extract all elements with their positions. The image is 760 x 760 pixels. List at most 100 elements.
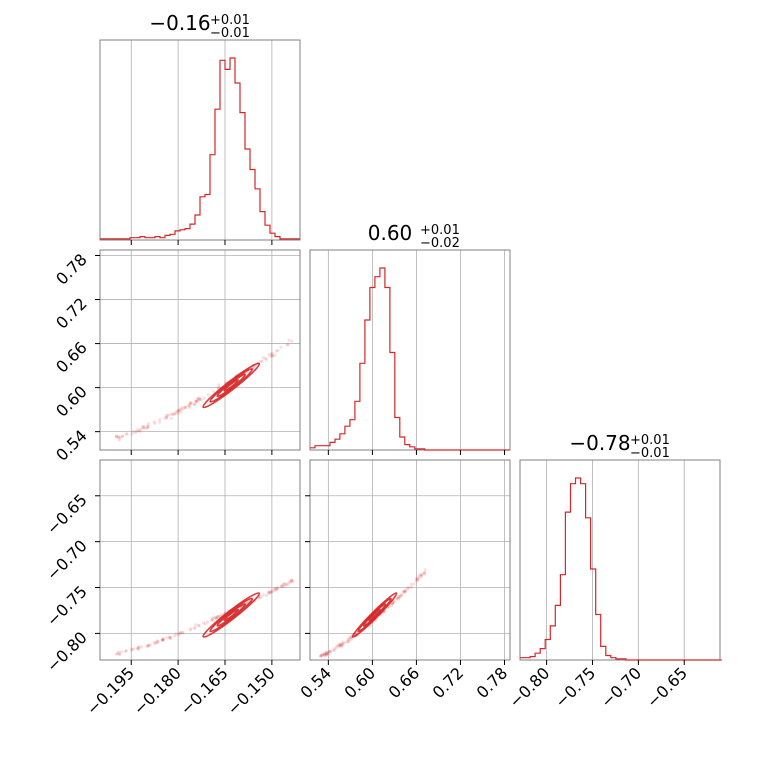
sample-point bbox=[416, 578, 420, 583]
sample-point bbox=[280, 585, 284, 589]
sample-point bbox=[211, 618, 215, 622]
sample-point bbox=[118, 652, 122, 656]
sample-point bbox=[335, 645, 339, 650]
sample-point bbox=[391, 602, 395, 606]
sample-point bbox=[338, 644, 342, 648]
histogram-param-2: 0.60 +0.01−0.02 bbox=[309, 221, 511, 455]
sample-point bbox=[198, 397, 202, 401]
sample-point bbox=[174, 632, 178, 636]
sample-point bbox=[198, 398, 202, 402]
param-title-value: 0.60 bbox=[368, 221, 413, 245]
sample-point bbox=[115, 434, 119, 438]
sample-point bbox=[197, 623, 201, 628]
y-tick-label: −0.65 bbox=[43, 490, 91, 538]
sample-point bbox=[136, 647, 140, 651]
sample-point bbox=[168, 636, 172, 640]
sample-point bbox=[407, 585, 411, 590]
sample-point bbox=[161, 637, 165, 641]
y-tick-label: 0.60 bbox=[52, 382, 91, 421]
sample-point bbox=[173, 412, 177, 416]
scatter-param-1-vs-param-2: 0.54 0.60 0.66 0.72 0.78 bbox=[52, 249, 301, 465]
sample-point bbox=[179, 410, 183, 414]
sample-point bbox=[145, 426, 149, 430]
x-tick-label: −0.70 bbox=[597, 663, 645, 711]
scatter-param-2-vs-param-3: 0.54 0.60 0.66 0.72 0.78 bbox=[297, 459, 512, 702]
sample-point bbox=[403, 589, 408, 593]
sample-point bbox=[214, 616, 218, 620]
sample-point bbox=[397, 595, 401, 599]
sample-point bbox=[339, 643, 343, 647]
sample-point bbox=[156, 641, 160, 645]
sample-point bbox=[130, 648, 134, 652]
sample-point bbox=[217, 385, 221, 390]
panel-frame bbox=[519, 459, 721, 661]
sample-point bbox=[177, 633, 181, 637]
sample-point bbox=[324, 653, 328, 658]
panel-frame bbox=[309, 459, 511, 661]
x-tick-label: 0.78 bbox=[473, 663, 512, 702]
sample-point bbox=[392, 600, 396, 604]
sample-point bbox=[275, 587, 279, 591]
param-title-lower-error: −0.02 bbox=[420, 236, 460, 251]
sample-point bbox=[265, 593, 269, 598]
panel-frame bbox=[309, 249, 511, 451]
sample-point bbox=[274, 586, 278, 590]
sample-point bbox=[120, 434, 124, 438]
y-tick-label: 0.72 bbox=[52, 294, 91, 333]
sample-point bbox=[130, 647, 134, 651]
sample-point bbox=[412, 582, 416, 586]
sample-point bbox=[288, 580, 292, 584]
sample-point bbox=[349, 638, 353, 642]
sample-point bbox=[326, 650, 330, 654]
sample-point bbox=[177, 408, 181, 412]
sample-point bbox=[399, 593, 404, 597]
sample-point bbox=[269, 590, 274, 594]
sample-point bbox=[196, 398, 200, 402]
sample-point bbox=[338, 642, 342, 646]
sample-point bbox=[165, 414, 169, 418]
y-tick-label: 0.66 bbox=[52, 338, 91, 377]
sample-point bbox=[340, 642, 345, 646]
sample-point bbox=[211, 616, 215, 620]
y-tick-label: −0.75 bbox=[43, 582, 91, 630]
sample-point bbox=[133, 430, 137, 434]
sample-point bbox=[215, 616, 219, 620]
sample-point bbox=[139, 427, 143, 432]
sample-point bbox=[120, 434, 125, 438]
sample-point bbox=[152, 420, 156, 424]
sample-point bbox=[117, 652, 121, 656]
sample-point bbox=[261, 356, 265, 360]
sample-point bbox=[272, 587, 276, 591]
sample-point bbox=[290, 579, 294, 583]
sample-point bbox=[322, 652, 326, 656]
sample-point bbox=[136, 645, 140, 649]
sample-point bbox=[179, 407, 183, 411]
sample-point bbox=[419, 573, 423, 578]
sample-point bbox=[193, 626, 197, 631]
sample-point bbox=[401, 589, 406, 593]
sample-point bbox=[116, 435, 120, 439]
x-tick-label: 0.54 bbox=[297, 663, 336, 702]
sample-point bbox=[142, 425, 146, 430]
density-contour bbox=[223, 379, 240, 392]
sample-point bbox=[406, 586, 410, 591]
sample-point bbox=[347, 638, 351, 642]
sample-point bbox=[193, 399, 198, 403]
sample-point bbox=[272, 588, 276, 592]
sample-point bbox=[166, 413, 170, 417]
sample-point bbox=[160, 638, 164, 642]
sample-point bbox=[335, 644, 339, 648]
sample-point bbox=[147, 424, 151, 428]
sample-point bbox=[180, 631, 184, 635]
param-title-value: −0.16 bbox=[149, 11, 210, 35]
sample-point bbox=[132, 647, 136, 651]
sample-point bbox=[140, 645, 144, 649]
sample-point bbox=[136, 647, 140, 651]
sample-point bbox=[415, 577, 419, 581]
sample-point bbox=[333, 648, 337, 652]
sample-point bbox=[259, 595, 263, 599]
sample-point bbox=[286, 583, 290, 587]
sample-point bbox=[325, 652, 329, 657]
sample-point bbox=[402, 590, 406, 595]
sample-point bbox=[115, 651, 119, 655]
